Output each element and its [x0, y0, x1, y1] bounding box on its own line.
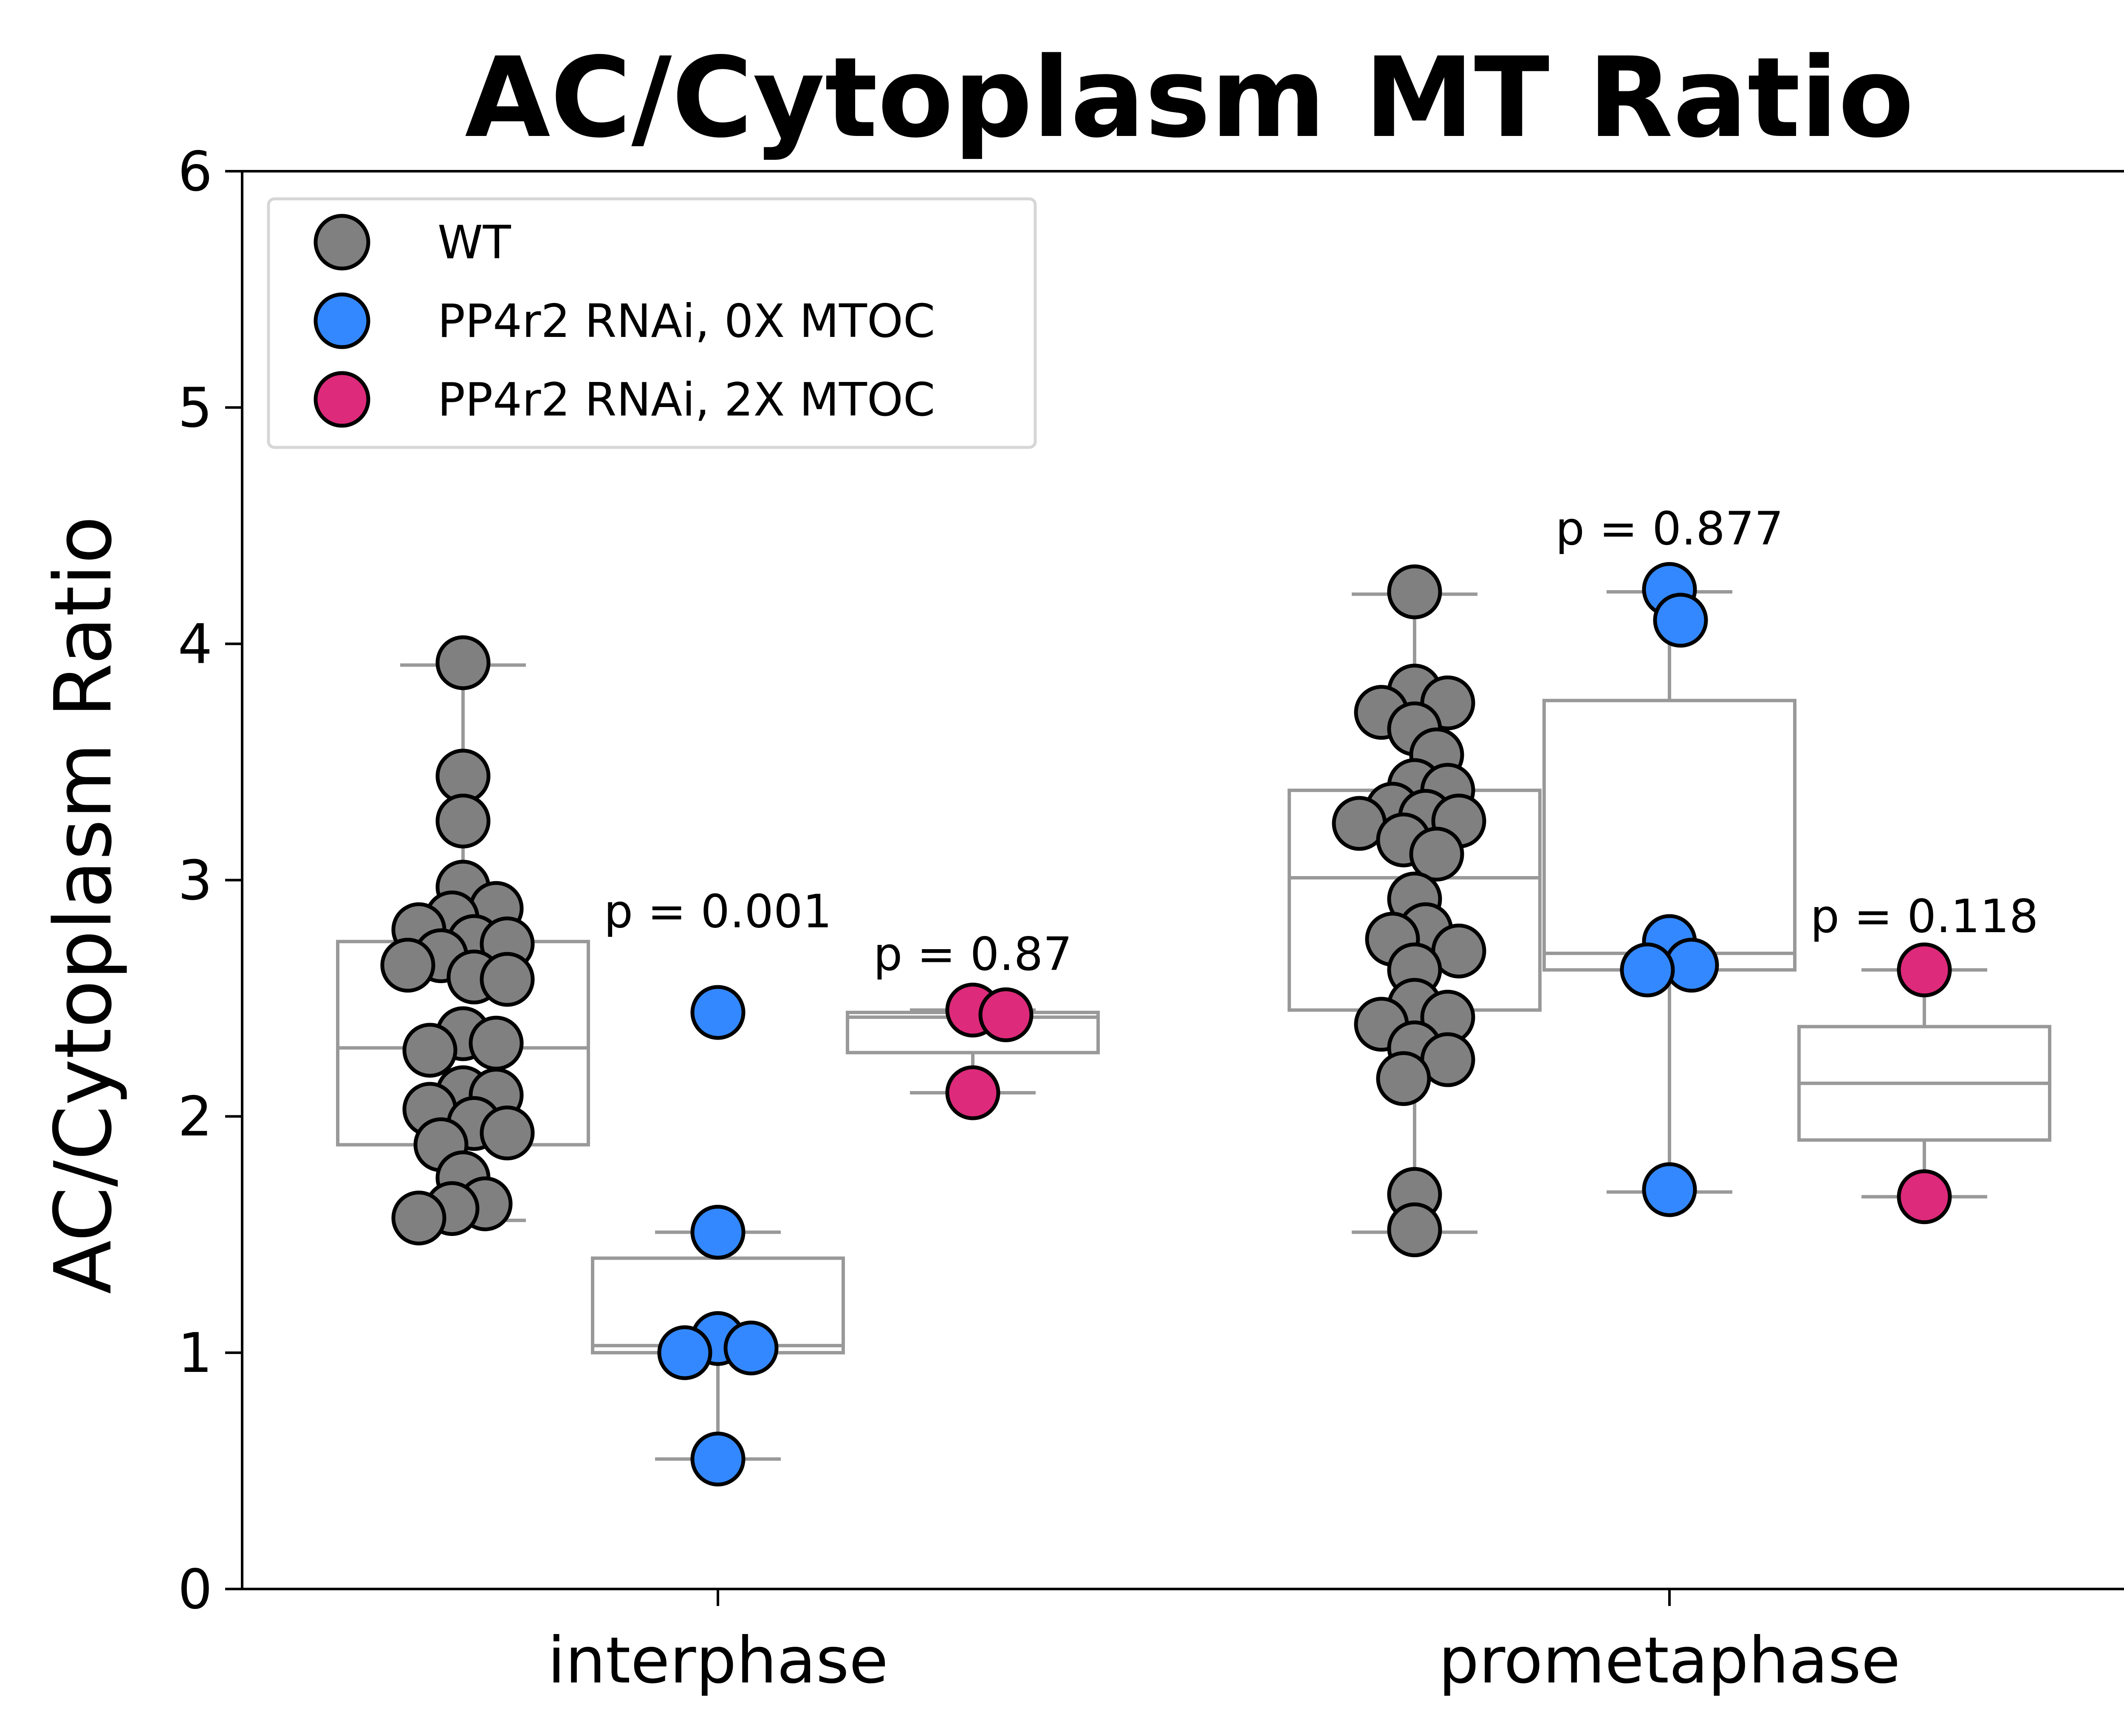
- y-tick-label: 1: [178, 1322, 212, 1385]
- data-point: [435, 793, 491, 848]
- y-tick-label: 0: [178, 1558, 212, 1621]
- legend-label: PP4r2 RNAi, 2X MTOC: [438, 373, 935, 427]
- plot-area: 0 1 2 3 4 5 6 interphase prometaphase p = 0.001 p …: [178, 140, 2124, 1698]
- data-point: [1642, 1162, 1697, 1217]
- data-point: [1620, 942, 1675, 998]
- data-point: [1409, 826, 1464, 882]
- x-tick-label: interphase: [548, 1624, 888, 1698]
- x-tick-label: prometaphase: [1438, 1624, 1900, 1698]
- data-point: [380, 938, 435, 993]
- data-point: [1387, 1202, 1442, 1258]
- chart-title: AC/Cytoplasm MT Ratio: [465, 34, 1914, 162]
- data-point: [1387, 564, 1442, 619]
- y-tick-label: 5: [178, 376, 212, 440]
- y-tick-label: 6: [178, 140, 212, 204]
- data-point: [690, 985, 746, 1040]
- legend-marker: [314, 292, 370, 349]
- data-point: [1653, 593, 1708, 648]
- y-tick-label: 2: [178, 1086, 212, 1149]
- data-point: [469, 1015, 524, 1071]
- data-point: [435, 635, 491, 690]
- data-point: [945, 1065, 1000, 1120]
- data-point: [391, 1190, 446, 1246]
- data-point: [690, 1204, 746, 1260]
- y-tick-label: 3: [178, 849, 212, 913]
- p-value-annotation: p = 0.118: [1810, 890, 2039, 943]
- legend-box: [267, 197, 1037, 449]
- data-point: [978, 987, 1034, 1043]
- data-point: [657, 1325, 712, 1380]
- legend-marker: [314, 214, 370, 271]
- y-tick-label: 4: [178, 613, 212, 676]
- data-point: [480, 952, 535, 1007]
- data-point: [1376, 1051, 1431, 1106]
- y-axis-label: AC/Cytoplasm Ratio: [37, 516, 129, 1294]
- legend-marker: [314, 371, 370, 428]
- data-point: [402, 1023, 458, 1078]
- legend-label: WT: [438, 216, 511, 269]
- p-value-annotation: p = 0.001: [604, 885, 832, 939]
- data-point: [1897, 1169, 1952, 1224]
- p-value-annotation: p = 0.87: [873, 928, 1072, 981]
- p-value-annotation: p = 0.877: [1556, 503, 1784, 556]
- data-point: [480, 1105, 535, 1161]
- data-point: [1897, 942, 1952, 998]
- data-point: [723, 1320, 779, 1376]
- legend-label: PP4r2 RNAi, 0X MTOC: [438, 295, 935, 348]
- data-point: [690, 1431, 746, 1487]
